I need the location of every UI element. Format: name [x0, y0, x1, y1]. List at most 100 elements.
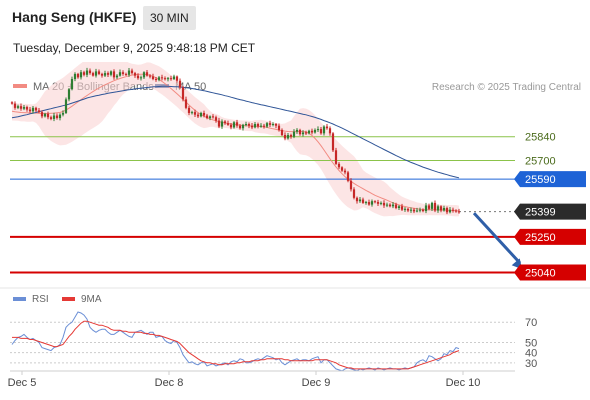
candle-body: [13, 103, 17, 108]
candle-body: [421, 209, 425, 212]
candle: [403, 207, 407, 212]
candle-body: [376, 202, 380, 204]
candle: [82, 70, 86, 77]
candle-body: [166, 78, 170, 80]
candle: [28, 107, 32, 113]
candle-body: [40, 112, 44, 117]
candle-body: [133, 73, 137, 76]
candle: [85, 67, 89, 78]
candle-body: [259, 125, 263, 127]
candle: [451, 207, 455, 213]
candle: [181, 85, 185, 102]
candle: [331, 132, 335, 152]
candle: [121, 70, 125, 76]
candle-body: [82, 72, 86, 75]
candle: [412, 208, 416, 214]
projection-arrow-shaft: [472, 212, 522, 265]
candle: [130, 68, 134, 75]
interval-badge[interactable]: 30 MIN: [143, 6, 196, 30]
candle: [151, 73, 155, 81]
candle-body: [436, 206, 440, 211]
candle-body: [175, 76, 179, 81]
candle-body: [10, 102, 14, 104]
candle-body: [454, 210, 458, 212]
candle-body: [160, 77, 164, 79]
candle-body: [385, 204, 389, 206]
candle-body: [373, 201, 377, 203]
candle: [220, 119, 224, 129]
candle: [283, 132, 287, 141]
candle: [187, 105, 191, 116]
candle: [214, 115, 218, 123]
candle-body: [58, 114, 62, 119]
candle-body: [343, 170, 347, 173]
candle-body: [220, 121, 224, 127]
candle-body: [64, 99, 68, 113]
candle-body: [28, 109, 32, 112]
candle: [58, 113, 62, 121]
header-bar: Hang Seng (HKFE) 30 MIN: [0, 0, 590, 36]
candle-body: [49, 117, 53, 119]
bollinger-band-fill: [12, 62, 459, 217]
candle: [103, 70, 107, 77]
candle: [46, 111, 50, 120]
candle-body: [91, 73, 95, 76]
candle: [217, 117, 221, 129]
candle-body: [325, 126, 329, 129]
candle-body: [262, 125, 266, 127]
candle-body: [337, 163, 341, 168]
candle: [430, 201, 434, 212]
candle-body: [424, 205, 428, 212]
candle: [163, 76, 167, 81]
candle: [70, 76, 74, 91]
candle: [334, 147, 338, 165]
rsi-tick-30: 30: [525, 358, 537, 370]
candle: [88, 68, 92, 75]
candle-body: [190, 112, 194, 114]
candle-body: [235, 122, 239, 126]
candle: [193, 109, 197, 118]
candle-body: [214, 117, 218, 121]
level-tag-25590: [514, 171, 586, 188]
candle-body: [457, 211, 461, 213]
candle: [364, 200, 368, 205]
candle: [175, 75, 179, 83]
candle: [298, 128, 302, 136]
candle: [253, 121, 257, 129]
candle: [178, 78, 182, 89]
candle-body: [151, 76, 155, 80]
candle: [454, 209, 458, 213]
candle-body: [121, 72, 125, 74]
candle: [184, 96, 188, 110]
candle: [358, 196, 362, 203]
candle-body: [31, 107, 35, 112]
candle: [280, 128, 284, 137]
candle-body: [397, 206, 401, 208]
candle: [346, 170, 350, 183]
candle-body: [127, 70, 131, 75]
price-levels: [10, 136, 515, 274]
candle-body: [22, 107, 26, 109]
candle: [262, 123, 266, 129]
candle-body: [319, 129, 323, 134]
candle-body: [364, 202, 368, 204]
candle: [76, 72, 80, 79]
candle-body: [271, 124, 275, 125]
rsi-tick-50: 50: [525, 338, 537, 350]
candle-body: [433, 202, 437, 211]
legend-swatch-rsi: [13, 297, 26, 301]
candle-body: [181, 87, 185, 100]
candle-body: [406, 208, 410, 211]
candle: [292, 129, 296, 139]
candle: [328, 126, 332, 136]
candle-body: [247, 124, 251, 126]
candle-body: [304, 132, 308, 134]
candle: [31, 106, 35, 114]
candle: [25, 105, 29, 112]
candle: [250, 122, 254, 130]
candle-body: [118, 72, 122, 76]
candle-body: [358, 199, 362, 202]
candle: [133, 71, 137, 78]
